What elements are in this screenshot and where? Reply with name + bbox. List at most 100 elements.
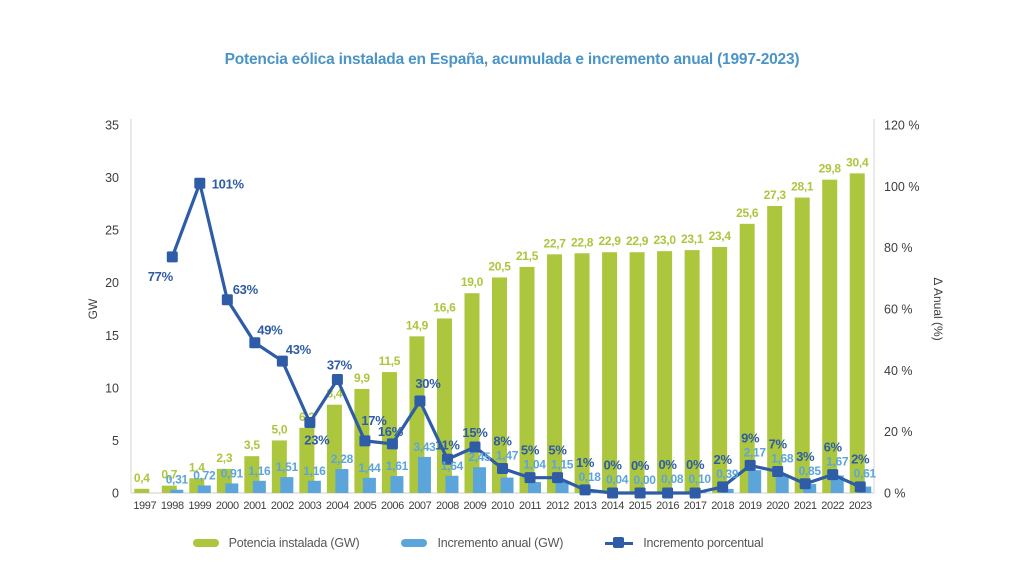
svg-text:10: 10 [105,381,119,395]
svg-text:0,85: 0,85 [799,464,822,478]
svg-text:0,04: 0,04 [606,473,629,487]
svg-text:3,5: 3,5 [244,438,260,452]
svg-text:19,0: 19,0 [461,275,484,289]
series-incremento-porcentual-markers [166,177,866,499]
svg-text:1999: 1999 [188,500,211,512]
svg-text:2008: 2008 [436,500,459,512]
svg-text:2000: 2000 [216,500,239,512]
svg-text:1,44: 1,44 [358,461,381,475]
svg-text:0,39: 0,39 [716,467,739,481]
axis-tick-labels: 0 5 10 15 20 25 30 35 0 % 20 % 40 % 60 % 80 % 100 % 12… [105,119,919,501]
svg-text:2007: 2007 [409,500,432,512]
chart-canvas: 0 5 10 15 20 25 30 35 0 % 20 % 40 % 60 % 80 % 100 % 12… [86,119,945,513]
svg-text:2006: 2006 [381,500,404,512]
svg-text:5%: 5% [548,443,567,458]
svg-text:17%: 17% [361,413,387,428]
x-axis-year-labels: 1997 1998 1999 2000 2001 2002 2003 2004 2005 2006… [133,500,872,512]
svg-text:2017: 2017 [684,500,707,512]
svg-text:0%: 0% [659,457,678,472]
svg-text:0,72: 0,72 [193,468,216,482]
svg-text:43%: 43% [286,342,312,357]
svg-text:22,9: 22,9 [626,234,649,248]
svg-text:1998: 1998 [161,500,184,512]
svg-text:2%: 2% [714,452,733,467]
svg-text:20: 20 [105,276,119,290]
svg-text:37%: 37% [327,358,353,373]
line-swatch-square [613,537,625,548]
svg-text:2002: 2002 [271,500,294,512]
svg-text:30: 30 [105,171,119,185]
svg-text:2011: 2011 [519,500,541,512]
svg-text:2019: 2019 [739,500,762,512]
svg-text:1,64: 1,64 [441,459,464,473]
svg-text:2013: 2013 [574,500,597,512]
svg-text:1,67: 1,67 [826,455,849,469]
svg-text:60 %: 60 % [884,303,913,317]
svg-text:23,1: 23,1 [681,232,704,246]
svg-text:1,51: 1,51 [276,460,299,474]
svg-text:100 %: 100 % [884,180,919,194]
svg-text:28,1: 28,1 [791,180,814,194]
svg-text:101%: 101% [212,176,245,191]
series-incremento-anual-labels: 0,31 0,72 0,91 1,16 1,51 1,16 2,28 1,44 1,61 3,43… [166,440,877,487]
svg-text:2014: 2014 [601,500,624,512]
svg-text:7%: 7% [769,437,788,452]
svg-text:2001: 2001 [243,500,266,512]
svg-text:1,04: 1,04 [523,458,546,472]
svg-text:2021: 2021 [794,500,817,512]
svg-text:15: 15 [105,329,119,343]
legend-label-incremento-anual: Incremento anual (GW) [437,536,564,550]
svg-text:0,7: 0,7 [161,468,177,482]
svg-text:35: 35 [105,119,119,133]
series-incremento-anual-bars [170,456,872,494]
svg-text:1997: 1997 [133,500,156,512]
legend-item-incremento-porcentual: Incremento porcentual [605,536,764,550]
svg-text:23,4: 23,4 [709,229,732,243]
svg-text:2009: 2009 [464,500,487,512]
svg-text:1,68: 1,68 [771,452,794,466]
svg-text:0%: 0% [631,458,650,473]
svg-text:2,28: 2,28 [331,452,354,466]
svg-text:0,4: 0,4 [134,471,150,485]
svg-text:40 %: 40 % [884,364,913,378]
svg-text:8%: 8% [493,433,512,448]
svg-text:0,31: 0,31 [166,473,189,487]
green-bar-swatch-icon [192,539,219,547]
svg-text:2018: 2018 [711,500,734,512]
svg-text:1,16: 1,16 [248,464,271,478]
svg-text:5%: 5% [521,443,540,458]
svg-text:120 %: 120 % [884,119,919,133]
svg-text:20,5: 20,5 [488,259,511,273]
svg-text:2022: 2022 [821,500,844,512]
legend-label-incremento-porcentual: Incremento porcentual [643,536,764,550]
svg-text:9%: 9% [741,430,760,445]
svg-text:22,8: 22,8 [571,235,594,249]
svg-text:30%: 30% [415,376,441,391]
svg-text:1%: 1% [576,455,595,470]
svg-text:0 %: 0 % [884,487,906,501]
svg-text:2023: 2023 [849,500,872,512]
svg-text:6%: 6% [824,440,843,455]
svg-text:23%: 23% [304,432,330,447]
svg-text:2015: 2015 [629,500,652,512]
svg-text:80 %: 80 % [884,241,913,255]
svg-text:25,6: 25,6 [736,206,759,220]
svg-text:0,00: 0,00 [634,473,657,487]
svg-text:30,4: 30,4 [846,155,869,169]
svg-text:1,16: 1,16 [303,464,326,478]
svg-text:25: 25 [105,224,119,238]
svg-text:29,8: 29,8 [819,162,842,176]
svg-text:77%: 77% [148,269,174,284]
svg-text:2,45: 2,45 [468,450,491,464]
svg-text:0,61: 0,61 [854,467,877,481]
legend-item-potencia-instalada: Potencia instalada (GW) [192,536,360,550]
legend-label-potencia-instalada: Potencia instalada (GW) [228,536,360,550]
line-marker-swatch-icon [605,537,634,549]
svg-text:0,08: 0,08 [661,472,684,486]
svg-text:20 %: 20 % [884,425,913,439]
svg-text:2004: 2004 [326,500,349,512]
svg-text:0,18: 0,18 [578,470,601,484]
svg-text:Δ Anual (%): Δ Anual (%) [931,277,945,340]
svg-text:1,47: 1,47 [496,448,519,462]
